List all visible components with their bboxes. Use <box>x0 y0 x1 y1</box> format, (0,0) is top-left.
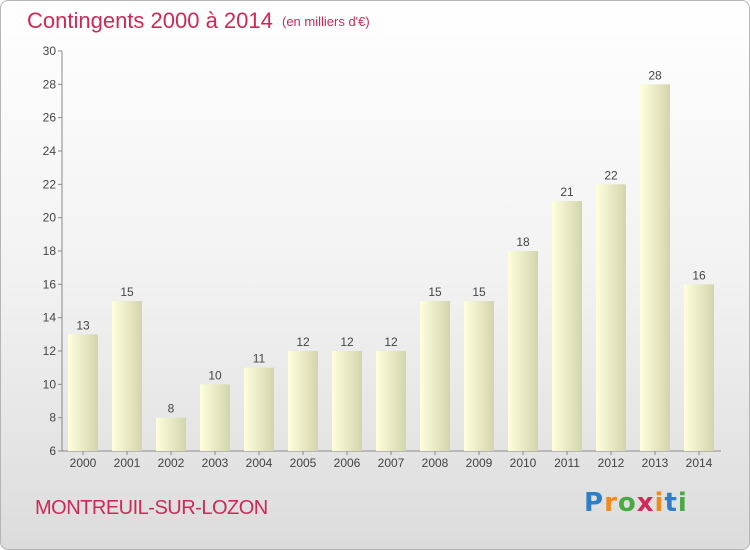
data-label: 16 <box>692 268 706 282</box>
data-label: 13 <box>76 318 90 332</box>
y-tick-label: 22 <box>43 177 57 191</box>
bar <box>112 301 142 451</box>
data-label: 22 <box>604 168 618 182</box>
data-label: 11 <box>253 352 266 366</box>
y-tick-label: 8 <box>49 411 56 425</box>
logo-letter: i <box>677 488 688 518</box>
x-tick-label: 2013 <box>642 456 669 470</box>
y-tick-label: 10 <box>43 377 57 391</box>
bar <box>68 334 98 451</box>
bar <box>596 184 626 452</box>
bar <box>420 301 450 451</box>
data-label: 12 <box>296 335 310 349</box>
commune-name: MONTREUIL-SUR-LOZON <box>35 497 268 519</box>
x-tick-label: 2002 <box>158 456 185 470</box>
logo-letter: x <box>636 488 655 518</box>
bar <box>464 301 494 451</box>
bar <box>376 351 406 451</box>
x-tick-label: 2006 <box>334 456 361 470</box>
data-label: 28 <box>648 68 662 82</box>
bar <box>332 351 362 451</box>
x-tick-label: 2007 <box>378 456 405 470</box>
bar <box>200 384 230 451</box>
x-tick-label: 2005 <box>290 456 317 470</box>
bar <box>288 351 318 451</box>
y-tick-label: 16 <box>43 277 57 291</box>
bar <box>508 251 538 451</box>
x-tick-label: 2011 <box>554 456 580 470</box>
data-label: 10 <box>208 368 222 382</box>
y-axis: 6 8 10 12 14 16 18 20 22 24 26 28 30 <box>43 44 63 458</box>
y-tick-label: 12 <box>43 344 57 358</box>
y-tick-label: 6 <box>49 444 56 458</box>
y-tick-label: 26 <box>43 111 57 125</box>
data-label: 15 <box>428 285 442 299</box>
logo-letter: i <box>654 488 665 518</box>
logo-letter: o <box>617 488 637 518</box>
bars <box>68 84 714 452</box>
proxiti-logo: Proxiti <box>584 488 688 518</box>
x-tick-label: 2009 <box>466 456 493 470</box>
x-tick-label: 2003 <box>202 456 229 470</box>
chart-title: Contingents 2000 à 2014 <box>27 8 273 33</box>
logo-letter: P <box>584 488 605 518</box>
data-label: 18 <box>516 235 530 249</box>
data-labels: 13 15 8 10 11 12 12 12 15 15 18 21 22 28 16 <box>76 68 706 415</box>
bar <box>244 367 274 451</box>
data-label: 21 <box>560 185 574 199</box>
x-tick-label: 2004 <box>246 456 273 470</box>
x-tick-label: 2010 <box>510 456 537 470</box>
y-tick-label: 28 <box>43 77 57 91</box>
data-label: 8 <box>168 402 175 416</box>
y-tick-label: 30 <box>43 44 57 58</box>
logo-letter: r <box>604 488 618 518</box>
y-tick-label: 18 <box>43 244 57 258</box>
x-tick-label: 2008 <box>422 456 449 470</box>
x-tick-label: 2000 <box>70 456 97 470</box>
x-tick-label: 2012 <box>598 456 625 470</box>
bar <box>640 84 670 451</box>
x-tick-label: 2001 <box>114 456 141 470</box>
chart-subtitle: (en milliers d'€) <box>282 14 370 29</box>
data-label: 15 <box>120 285 134 299</box>
data-label: 12 <box>384 335 398 349</box>
bar <box>156 417 186 451</box>
bar <box>552 201 582 451</box>
bar <box>684 284 714 451</box>
x-axis: 2000 2001 2002 2003 2004 2005 2006 2007 2008 2009… <box>62 450 721 470</box>
y-tick-label: 24 <box>43 144 57 158</box>
x-tick-label: 2014 <box>686 456 713 470</box>
data-label: 15 <box>472 285 486 299</box>
y-tick-label: 14 <box>43 311 57 325</box>
y-tick-label: 20 <box>43 211 57 225</box>
logo-letter: t <box>664 488 678 518</box>
data-label: 12 <box>340 335 354 349</box>
